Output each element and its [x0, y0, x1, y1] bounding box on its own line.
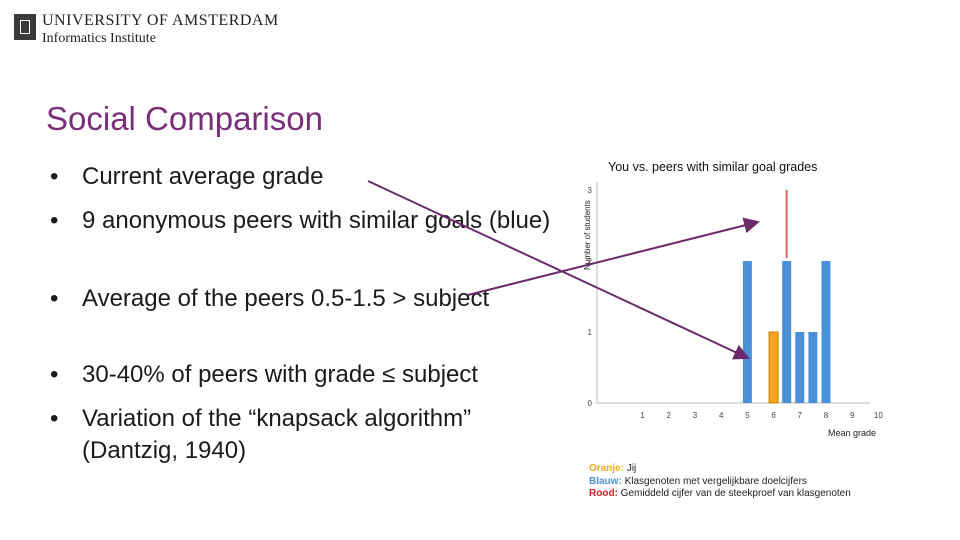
x-tick-label: 3	[693, 411, 698, 420]
x-tick-label: 6	[771, 411, 776, 420]
bullet-item: • Average of the peers 0.5-1.5 > subject	[50, 285, 490, 312]
x-tick-label: 7	[798, 411, 803, 420]
institute-name: Informatics Institute	[42, 31, 156, 46]
bullet-text: Variation of the “knapsack algorithm” (D…	[82, 405, 472, 464]
slide-title: Social Comparison	[46, 100, 323, 137]
bullet-text: Average of the peers 0.5-1.5 > subject	[82, 285, 490, 312]
bullet-item: • 9 anonymous peers with similar goals (b…	[50, 207, 551, 234]
y-tick-label: 2	[588, 257, 593, 266]
y-axis-label: Number of students	[583, 200, 592, 270]
university-logo: UNIVERSITY OF AMSTERDAM Informatics Inst…	[14, 10, 278, 50]
legend-item-orange: Oranje: Jij	[589, 463, 637, 474]
logo-emblem-icon	[14, 14, 36, 40]
bullet-text: Current average grade	[82, 163, 324, 190]
x-tick-label: 5	[745, 411, 750, 420]
bullet-text: 30-40% of peers with grade ≤ subject	[82, 361, 479, 388]
legend-item-blue: Blauw: Klasgenoten met vergelijkbare doe…	[589, 475, 807, 487]
histogram-bar	[742, 261, 752, 403]
x-tick-label: 10	[874, 411, 883, 420]
y-tick-label: 3	[588, 186, 593, 195]
y-tick-label: 0	[588, 399, 593, 408]
chart-title: You vs. peers with similar goal grades	[608, 160, 818, 174]
x-tick-label: 1	[640, 411, 645, 420]
bullet-text: 9 anonymous peers with similar goals (bl…	[82, 207, 551, 234]
x-tick-label: 2	[667, 411, 672, 420]
bullet-item: • Variation of the “knapsack algorithm” (…	[50, 405, 472, 464]
x-tick-label: 4	[719, 411, 724, 420]
x-tick-label: 9	[850, 411, 855, 420]
university-name: UNIVERSITY OF AMSTERDAM	[42, 12, 279, 29]
histogram-bar	[808, 332, 818, 403]
histogram-bar	[782, 261, 792, 403]
bullet-item: • Current average grade	[50, 163, 324, 190]
histogram-bar	[768, 331, 779, 404]
bullet-item: • 30-40% of peers with grade ≤ subject	[50, 361, 479, 388]
x-axis-label: Mean grade	[828, 428, 876, 438]
bullet-list: • Current average grade • 9 anonymous peer…	[50, 160, 570, 480]
x-tick-label: 8	[824, 411, 829, 420]
y-tick-label: 1	[588, 328, 593, 337]
chart-legend: Oranje: Jij Blauw: Klasgenoten met verge…	[589, 463, 851, 501]
histogram-bar	[795, 332, 805, 403]
histogram-bar	[821, 261, 831, 403]
legend-item-red: Rood: Gemiddeld cijfer van de steekproef…	[589, 488, 851, 499]
